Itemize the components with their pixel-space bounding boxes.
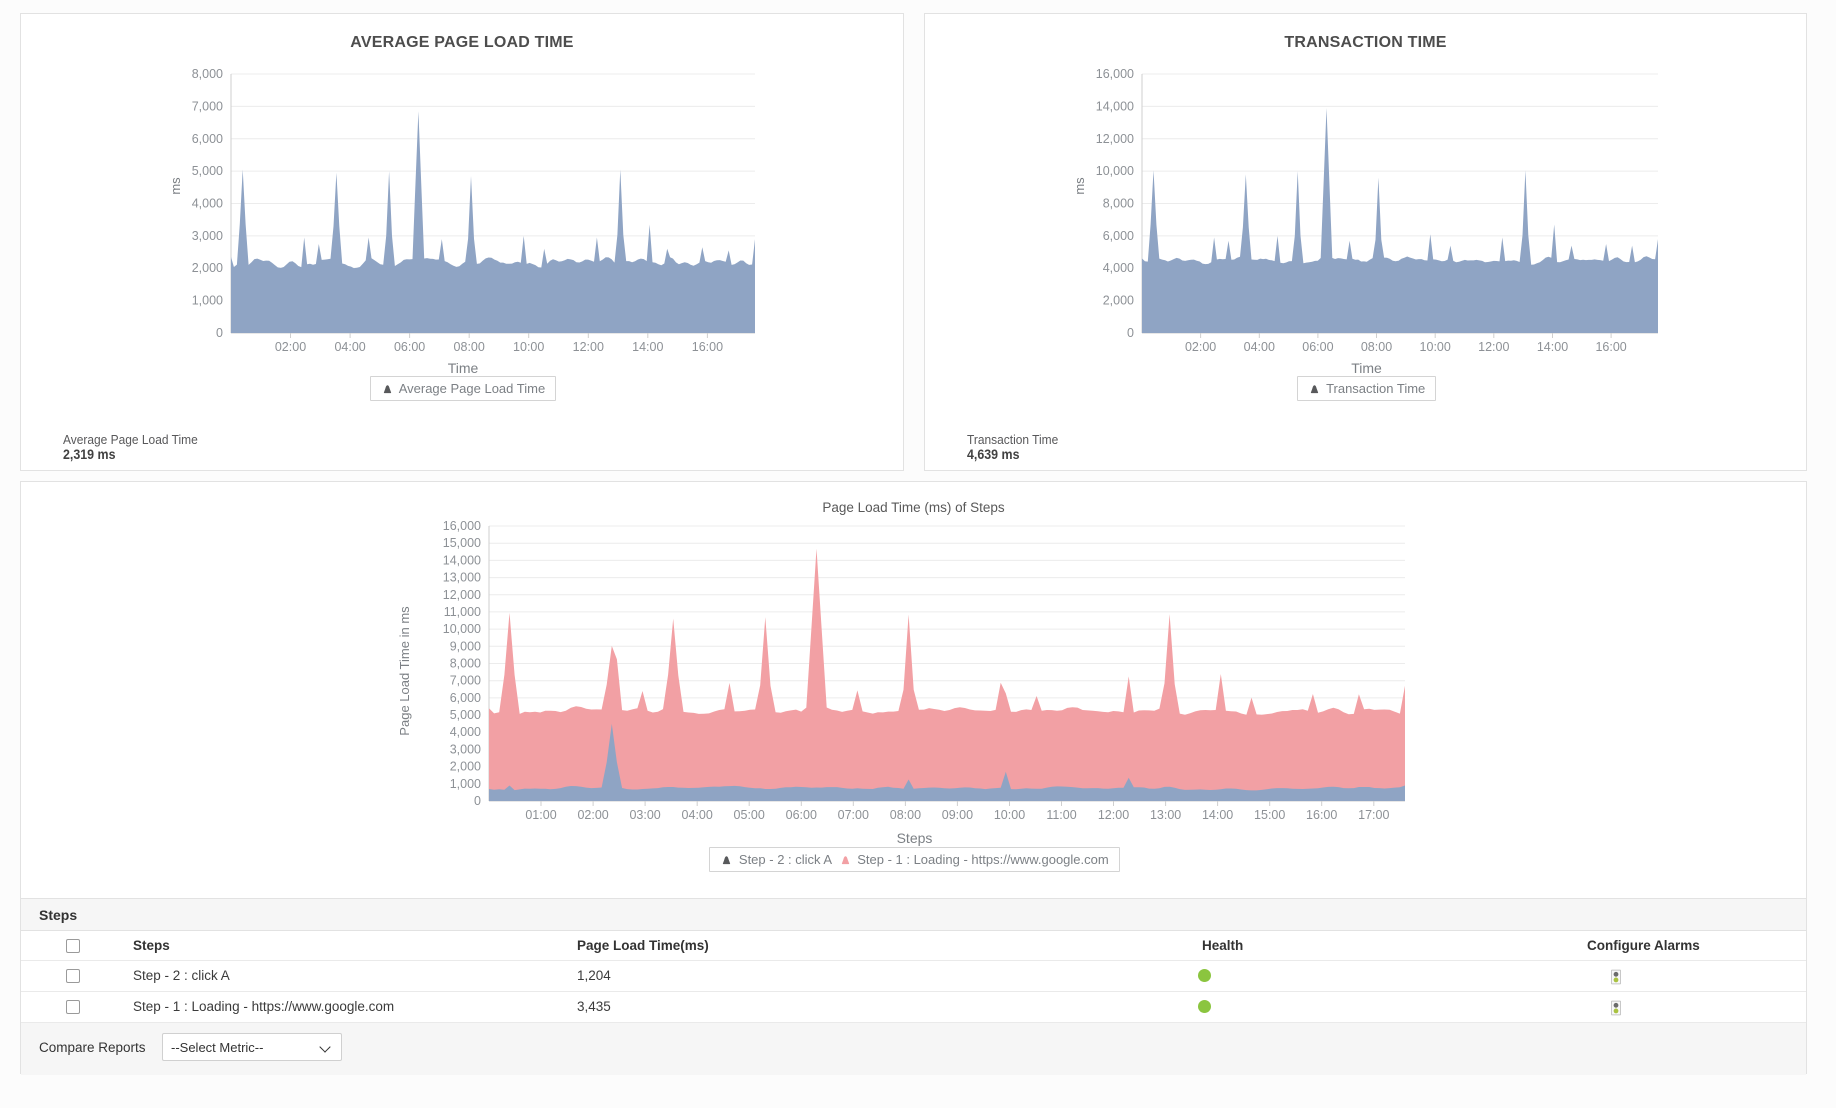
svg-text:1,000: 1,000 [192, 294, 223, 308]
svg-text:06:00: 06:00 [786, 808, 817, 822]
svg-text:16:00: 16:00 [1306, 808, 1337, 822]
svg-text:14:00: 14:00 [632, 340, 663, 354]
svg-text:13,000: 13,000 [443, 571, 481, 585]
svg-text:08:00: 08:00 [890, 808, 921, 822]
svg-text:3,000: 3,000 [450, 742, 481, 756]
svg-text:03:00: 03:00 [629, 808, 660, 822]
svg-text:10:00: 10:00 [994, 808, 1025, 822]
svg-text:06:00: 06:00 [1302, 340, 1333, 354]
svg-text:12,000: 12,000 [1096, 132, 1134, 146]
svg-text:7,000: 7,000 [450, 674, 481, 688]
svg-text:10,000: 10,000 [443, 622, 481, 636]
svg-text:4,000: 4,000 [450, 725, 481, 739]
svg-text:0: 0 [474, 794, 481, 808]
svg-text:16:00: 16:00 [1595, 340, 1626, 354]
svg-text:02:00: 02:00 [577, 808, 608, 822]
svg-text:8,000: 8,000 [450, 657, 481, 671]
svg-text:08:00: 08:00 [454, 340, 485, 354]
svg-text:13:00: 13:00 [1150, 808, 1181, 822]
svg-text:4,000: 4,000 [1103, 261, 1134, 275]
svg-text:15:00: 15:00 [1254, 808, 1285, 822]
svg-text:04:00: 04:00 [1244, 340, 1275, 354]
svg-text:02:00: 02:00 [275, 340, 306, 354]
svg-text:4,000: 4,000 [192, 197, 223, 211]
svg-text:10:00: 10:00 [513, 340, 544, 354]
svg-text:0: 0 [216, 326, 223, 340]
svg-text:06:00: 06:00 [394, 340, 425, 354]
svg-text:01:00: 01:00 [525, 808, 556, 822]
svg-text:2,000: 2,000 [192, 261, 223, 275]
svg-text:16,000: 16,000 [1096, 67, 1134, 81]
svg-text:16,000: 16,000 [443, 519, 481, 533]
svg-text:14:00: 14:00 [1537, 340, 1568, 354]
svg-text:2,000: 2,000 [1103, 294, 1134, 308]
svg-text:10,000: 10,000 [1096, 164, 1134, 178]
svg-text:04:00: 04:00 [334, 340, 365, 354]
svg-text:16:00: 16:00 [692, 340, 723, 354]
svg-text:8,000: 8,000 [1103, 197, 1134, 211]
svg-text:14:00: 14:00 [1202, 808, 1233, 822]
svg-text:6,000: 6,000 [450, 691, 481, 705]
svg-text:14,000: 14,000 [443, 553, 481, 567]
svg-text:08:00: 08:00 [1361, 340, 1392, 354]
svg-text:17:00: 17:00 [1358, 808, 1389, 822]
svg-text:7,000: 7,000 [192, 99, 223, 113]
svg-text:11:00: 11:00 [1046, 808, 1076, 822]
svg-text:5,000: 5,000 [192, 164, 223, 178]
svg-text:12:00: 12:00 [573, 340, 604, 354]
svg-text:11,000: 11,000 [444, 605, 481, 619]
svg-text:3,000: 3,000 [192, 229, 223, 243]
svg-text:12,000: 12,000 [443, 588, 481, 602]
svg-text:12:00: 12:00 [1098, 808, 1129, 822]
svg-text:9,000: 9,000 [450, 639, 481, 653]
svg-text:1,000: 1,000 [450, 777, 481, 791]
svg-text:09:00: 09:00 [942, 808, 973, 822]
svg-text:5,000: 5,000 [450, 708, 481, 722]
svg-text:0: 0 [1127, 326, 1134, 340]
svg-text:04:00: 04:00 [682, 808, 713, 822]
svg-text:05:00: 05:00 [734, 808, 765, 822]
svg-text:14,000: 14,000 [1096, 99, 1134, 113]
svg-text:10:00: 10:00 [1420, 340, 1451, 354]
svg-text:6,000: 6,000 [192, 132, 223, 146]
svg-text:6,000: 6,000 [1103, 229, 1134, 243]
svg-text:07:00: 07:00 [838, 808, 869, 822]
svg-text:15,000: 15,000 [443, 536, 481, 550]
svg-text:02:00: 02:00 [1185, 340, 1216, 354]
svg-text:8,000: 8,000 [192, 67, 223, 81]
svg-text:2,000: 2,000 [450, 760, 481, 774]
svg-text:12:00: 12:00 [1478, 340, 1509, 354]
